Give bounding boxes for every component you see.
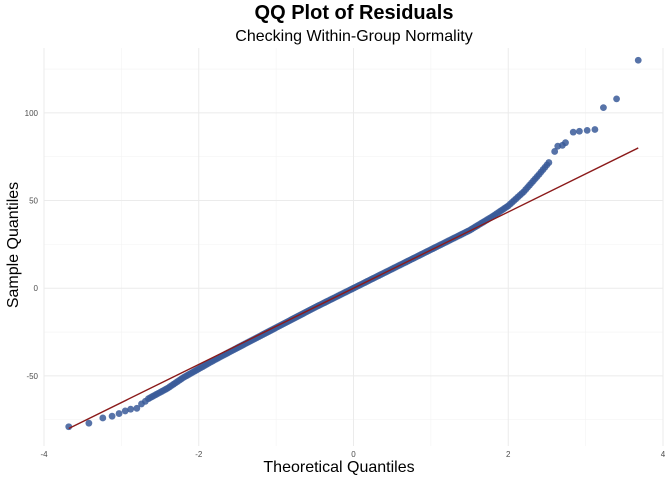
data-point xyxy=(121,407,129,415)
data-point xyxy=(141,397,149,405)
x-tick-label: 4 xyxy=(661,450,666,459)
chart-title: QQ Plot of Residuals xyxy=(255,2,454,24)
data-point xyxy=(576,127,583,135)
reference-line xyxy=(68,147,639,430)
data-point xyxy=(108,412,116,420)
data-point xyxy=(133,404,141,412)
data-point xyxy=(591,126,599,133)
data-point xyxy=(569,128,577,136)
data-point xyxy=(85,419,93,427)
x-tick-label: 0 xyxy=(351,450,356,459)
x-axis-title: Theoretical Quantiles xyxy=(263,459,414,476)
plot-grid xyxy=(43,48,664,446)
y-tick-label: 0 xyxy=(34,284,39,293)
y-tick-label: -50 xyxy=(26,372,38,381)
data-point xyxy=(634,56,642,64)
x-tick-label: -2 xyxy=(195,450,203,459)
axis-ticks: -4 -2 0 2 4 -50 0 50 100 xyxy=(25,109,666,459)
data-point xyxy=(127,405,135,413)
data-point xyxy=(562,139,569,147)
data-point xyxy=(613,95,620,103)
y-tick-label: 50 xyxy=(29,197,38,206)
data-point xyxy=(115,410,123,417)
data-point xyxy=(65,423,73,431)
chart-subtitle: Checking Within-Group Normality xyxy=(235,28,472,45)
y-tick-label: 100 xyxy=(25,109,39,118)
x-tick-label: 2 xyxy=(506,450,511,459)
y-axis-title: Sample Quantiles xyxy=(5,182,22,308)
x-tick-label: -4 xyxy=(40,450,48,459)
data-point xyxy=(99,414,107,422)
data-point xyxy=(583,127,591,134)
data-point xyxy=(545,159,553,166)
data-point xyxy=(551,148,559,155)
data-point xyxy=(600,104,607,112)
